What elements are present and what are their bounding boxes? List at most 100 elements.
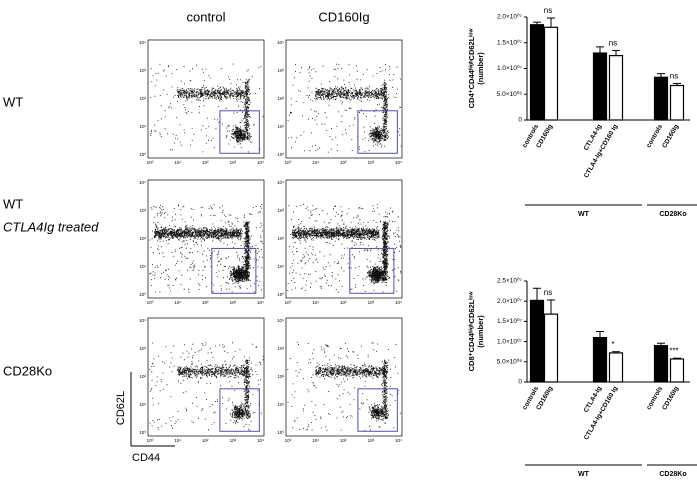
- flow-tick-label: 10²: [340, 300, 347, 305]
- gate: [211, 247, 257, 294]
- flow-tick-label: 10¹: [174, 300, 181, 305]
- flow-tick-label: 10⁰: [277, 292, 284, 297]
- flow-tick-label: 10³: [230, 160, 237, 165]
- flow-tick-label: 10¹: [139, 124, 146, 129]
- bar: [653, 345, 669, 383]
- y-tick-label: 5.0×10⁰⁶: [497, 90, 523, 98]
- y-tick-label: 1.5×10⁰⁷: [497, 317, 523, 325]
- flow-tick-label: 10⁰: [139, 292, 146, 297]
- flow-tick-label: 10³: [277, 208, 284, 213]
- flow-x-label: CD44: [132, 452, 160, 464]
- gate-percentage: 32.6: [375, 134, 389, 141]
- flow-tick-label: 10³: [368, 160, 375, 165]
- flow-tick-label: 10³: [139, 68, 146, 73]
- flow-tick-label: 10⁰: [285, 160, 292, 165]
- significance: ns: [609, 39, 617, 48]
- flow-tick-label: 10⁰: [147, 160, 154, 165]
- flow-tick-label: 10⁴: [395, 438, 402, 443]
- flow-plot-frame: [147, 317, 265, 437]
- row-label: WT: [3, 196, 23, 211]
- flow-tick-label: 10¹: [174, 160, 181, 165]
- significance: ns: [544, 6, 552, 15]
- flow-tick-label: 10¹: [139, 264, 146, 269]
- flow-tick-label: 10²: [277, 96, 284, 101]
- flow-tick-label: 10³: [277, 346, 284, 351]
- flow-tick-label: 10²: [340, 160, 347, 165]
- flow-tick-label: 10³: [277, 68, 284, 73]
- y-axis-label: CD4⁺CD44ʰⁱᵍʰCD62Lˡᵒʷ: [466, 29, 476, 109]
- flow-y-label: CD62L: [115, 391, 127, 425]
- flow-tick-label: 10⁴: [257, 300, 264, 305]
- flow-tick-label: 10²: [139, 236, 146, 241]
- flow-events: [287, 341, 401, 431]
- significance: *: [611, 340, 614, 349]
- flow-tick-label: 10³: [139, 346, 146, 351]
- gate: [219, 110, 260, 154]
- flow-tick-label: 10⁴: [395, 300, 402, 305]
- significance: ns: [670, 72, 678, 81]
- group-label: CD28Ko: [659, 471, 686, 478]
- gate: [219, 388, 260, 432]
- column-header: control: [186, 9, 225, 24]
- flow-tick-label: 10⁰: [139, 152, 146, 157]
- y-axis-label: CD8⁺CD44ʰⁱᵍʰCD62Lˡᵒʷ: [466, 292, 476, 372]
- flow-tick-label: 10⁴: [277, 40, 284, 45]
- flow-tick-label: 10⁴: [277, 180, 284, 185]
- flow-tick-label: 10¹: [277, 124, 284, 129]
- gate-percentage: 19.4: [229, 271, 243, 278]
- gate: [357, 110, 398, 154]
- group-label: CD28Ko: [659, 211, 686, 218]
- flow-tick-label: 10³: [230, 300, 237, 305]
- y-tick-label: 1.0×10⁰⁷: [497, 64, 523, 72]
- gate-percentage: 35.3: [237, 134, 251, 141]
- bar: [529, 24, 545, 121]
- bar: [529, 299, 545, 383]
- significance: ns: [544, 288, 552, 297]
- y-axis-label: (number): [476, 52, 485, 85]
- bar: [669, 358, 685, 383]
- gate: [349, 247, 395, 294]
- flow-tick-label: 10¹: [312, 438, 319, 443]
- flow-tick-label: 10⁰: [285, 438, 292, 443]
- bar: [653, 76, 669, 121]
- y-tick-label: 2.0×10⁰⁷: [497, 13, 523, 21]
- y-tick-label: 0: [518, 379, 522, 386]
- flow-tick-label: 10¹: [312, 300, 319, 305]
- significance: ***: [669, 346, 678, 355]
- flow-tick-label: 10³: [230, 438, 237, 443]
- bar: [608, 352, 624, 383]
- flow-tick-label: 10⁴: [277, 318, 284, 323]
- flow-tick-label: 10¹: [277, 264, 284, 269]
- flow-tick-label: 10²: [340, 438, 347, 443]
- y-tick-label: 2.0×10⁰⁷: [497, 297, 523, 305]
- flow-tick-label: 10¹: [277, 402, 284, 407]
- flow-events: [150, 63, 264, 153]
- column-header: CD160Ig: [318, 9, 369, 24]
- gate: [357, 388, 398, 432]
- flow-tick-label: 10²: [139, 374, 146, 379]
- row-label: WT: [3, 94, 23, 109]
- flow-tick-label: 10²: [202, 160, 209, 165]
- flow-events: [149, 342, 264, 431]
- flow-tick-label: 10⁴: [257, 160, 264, 165]
- flow-tick-label: 10¹: [174, 438, 181, 443]
- bar: [608, 55, 624, 121]
- flow-tick-label: 10⁴: [257, 438, 264, 443]
- flow-tick-label: 10⁴: [139, 180, 146, 185]
- gate-percentage: 19.6: [237, 412, 251, 419]
- flow-events: [287, 203, 402, 293]
- y-tick-label: 5.0×10⁰⁶: [497, 358, 523, 366]
- flow-tick-label: 10⁰: [285, 300, 292, 305]
- bar: [592, 336, 608, 383]
- gate-percentage: 5.35: [375, 412, 389, 419]
- y-tick-label: 1.5×10⁰⁷: [497, 38, 523, 46]
- flow-tick-label: 10²: [277, 374, 284, 379]
- bar: [669, 84, 685, 121]
- flow-tick-label: 10²: [202, 300, 209, 305]
- gate-percentage: 11.3: [367, 271, 380, 278]
- flow-tick-label: 10⁴: [139, 318, 146, 323]
- flow-tick-label: 10¹: [312, 160, 319, 165]
- flow-tick-label: 10⁰: [139, 430, 146, 435]
- flow-tick-label: 10³: [368, 300, 375, 305]
